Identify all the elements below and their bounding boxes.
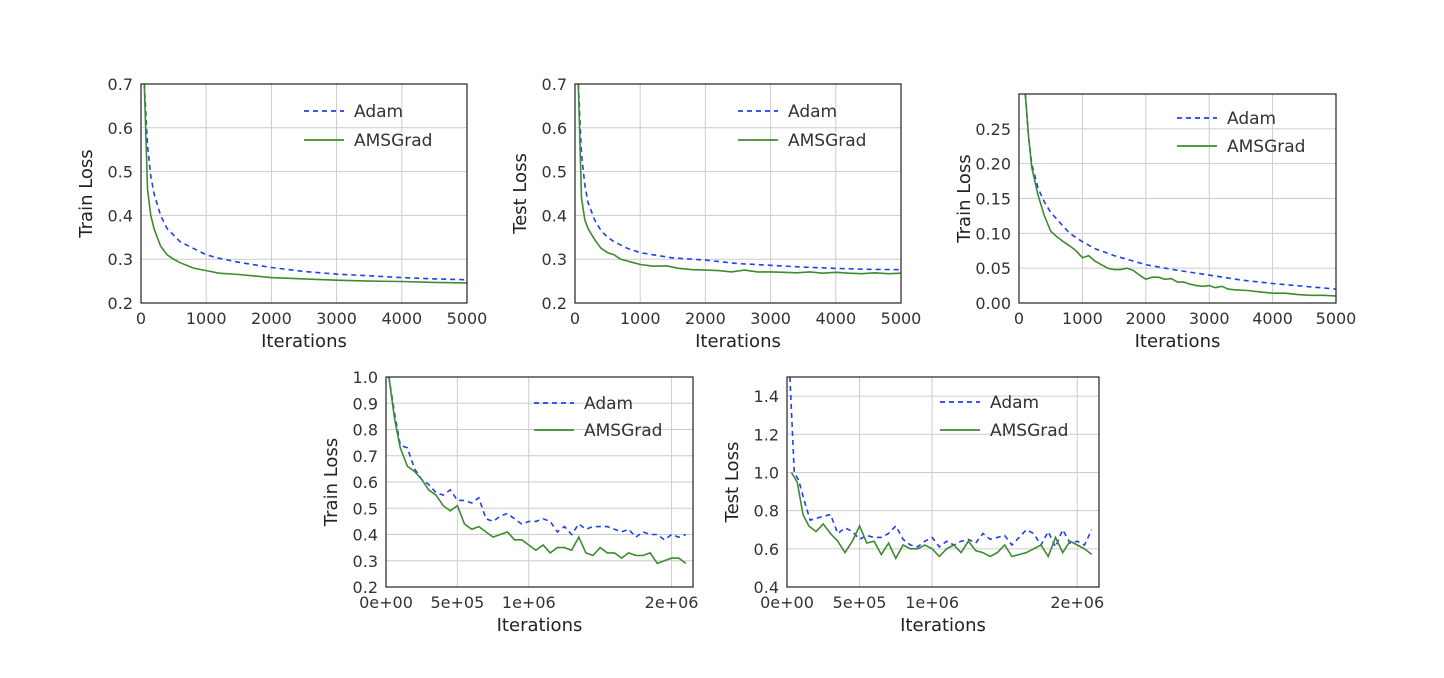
y-axis-label: Train Loss: [954, 154, 975, 243]
x-tick-label: 3000: [1189, 309, 1230, 328]
y-tick-label: 0.6: [353, 473, 378, 492]
y-tick-label: 0.25: [975, 120, 1011, 139]
y-tick-label: 0.6: [108, 119, 133, 138]
y-tick-label: 0.5: [108, 163, 133, 182]
series-line-adam: [388, 377, 687, 541]
x-tick-label: 5e+05: [430, 593, 484, 612]
y-tick-label: 0.5: [542, 163, 567, 182]
y-tick-label: 0.6: [754, 540, 779, 559]
x-tick-label: 2000: [251, 309, 292, 328]
y-tick-label: 1.2: [754, 425, 779, 444]
y-tick-label: 1.0: [754, 463, 779, 482]
plot-frame: [140, 83, 468, 304]
y-tick-label: 0.4: [754, 578, 779, 597]
plot-frame: [1018, 93, 1337, 304]
legend-label-amsgrad: AMSGrad: [990, 421, 1068, 441]
x-tick-label: 1000: [620, 309, 661, 328]
y-tick-label: 1.0: [353, 368, 378, 387]
y-tick-label: 0.2: [542, 294, 567, 313]
legend-label-adam: Adam: [1227, 109, 1276, 129]
y-tick-label: 1.4: [754, 387, 779, 406]
y-tick-label: 0.5: [353, 499, 378, 518]
x-tick-label: 1e+06: [905, 593, 959, 612]
legend-label-adam: Adam: [990, 393, 1039, 413]
legend-label-adam: Adam: [788, 102, 837, 122]
x-tick-label: 2000: [685, 309, 726, 328]
y-tick-label: 0.2: [108, 294, 133, 313]
x-tick-label: 0: [570, 309, 580, 328]
legend-label-adam: Adam: [354, 102, 403, 122]
x-tick-label: 4000: [381, 309, 422, 328]
y-tick-label: 0.4: [542, 206, 567, 225]
legend-label-amsgrad: AMSGrad: [354, 131, 432, 151]
x-tick-label: 2000: [1125, 309, 1166, 328]
y-tick-label: 0.4: [108, 206, 133, 225]
legend-label-amsgrad: AMSGrad: [1227, 137, 1305, 157]
x-tick-label: 3000: [750, 309, 791, 328]
x-tick-label: 5000: [447, 309, 488, 328]
x-tick-label: 2e+06: [645, 593, 699, 612]
series-line-adam: [577, 84, 901, 271]
y-axis-label: Test Loss: [722, 442, 743, 524]
y-tick-label: 0.8: [754, 502, 779, 521]
x-tick-label: 0e+00: [359, 593, 413, 612]
x-tick-label: 4000: [815, 309, 856, 328]
y-tick-label: 0.2: [353, 578, 378, 597]
x-tick-label: 5000: [881, 309, 922, 328]
x-axis-label: Iterations: [497, 615, 583, 636]
x-axis-label: Iterations: [900, 615, 986, 636]
x-tick-label: 0e+00: [760, 593, 814, 612]
y-tick-label: 0.10: [975, 224, 1011, 243]
y-tick-label: 0.00: [975, 294, 1011, 313]
y-tick-label: 0.6: [542, 119, 567, 138]
y-tick-label: 0.9: [353, 394, 378, 413]
series-line-adam: [143, 84, 467, 281]
x-tick-label: 1e+06: [502, 593, 556, 612]
y-tick-label: 0.20: [975, 155, 1011, 174]
series-line-amsgrad: [1024, 94, 1336, 297]
legend-label-amsgrad: AMSGrad: [788, 131, 866, 151]
y-axis-label: Train Loss: [76, 149, 97, 238]
y-tick-label: 0.3: [542, 250, 567, 269]
y-axis-label: Train Loss: [321, 438, 342, 527]
plot-frame: [574, 83, 902, 304]
x-tick-label: 1000: [186, 309, 227, 328]
y-tick-label: 0.7: [542, 75, 567, 94]
plot-frame: [385, 376, 694, 588]
series-line-adam: [1024, 94, 1336, 290]
y-tick-label: 0.3: [353, 552, 378, 571]
series-line-amsgrad: [143, 84, 467, 284]
chart-panel-3: 0 1000 2000 3000 4000 5000 0.00 0.05 0.10 0.15 0.2…: [954, 93, 1357, 352]
x-tick-label: 3000: [316, 309, 357, 328]
chart-panel-2: 0 1000 2000 3000 4000 5000 0.2 0.3 0.4 0.5 0.6 0.7 I…: [510, 75, 921, 352]
x-tick-label: 5e+05: [833, 593, 887, 612]
series-line-amsgrad: [388, 377, 687, 565]
series-line-amsgrad: [577, 84, 901, 275]
y-tick-label: 0.7: [353, 447, 378, 466]
x-tick-label: 5000: [1316, 309, 1357, 328]
x-axis-label: Iterations: [1135, 331, 1221, 352]
y-tick-label: 0.15: [975, 190, 1011, 209]
x-tick-label: 4000: [1252, 309, 1293, 328]
chart-panel-4: 0e+00 5e+05 1e+06 2e+06 0.2 0.3 0.4 0.5 0.6 0.7 0.…: [321, 368, 698, 636]
x-tick-label: 2e+06: [1050, 593, 1104, 612]
chart-panel-1: 0 1000 2000 3000 4000 5000 0.2 0.3 0.4 0.5 0.6 0.7 I…: [76, 75, 487, 352]
x-tick-label: 0: [136, 309, 146, 328]
chart-panel-5: 0e+00 5e+05 1e+06 2e+06 0.4 0.6 0.8 1.0 1.2 1.4 It…: [722, 376, 1104, 636]
series-line-amsgrad: [790, 472, 1093, 561]
y-tick-label: 0.3: [108, 250, 133, 269]
y-tick-label: 0.8: [353, 421, 378, 440]
y-axis-label: Test Loss: [510, 153, 531, 235]
x-axis-label: Iterations: [261, 331, 347, 352]
y-tick-label: 0.7: [108, 75, 133, 94]
x-tick-label: 0: [1014, 309, 1024, 328]
x-axis-label: Iterations: [695, 331, 781, 352]
y-tick-label: 0.4: [353, 526, 378, 545]
x-tick-label: 1000: [1062, 309, 1103, 328]
y-tick-label: 0.05: [975, 259, 1011, 278]
plot-frame: [786, 376, 1100, 588]
legend-label-amsgrad: AMSGrad: [584, 421, 662, 441]
legend-label-adam: Adam: [584, 394, 633, 414]
